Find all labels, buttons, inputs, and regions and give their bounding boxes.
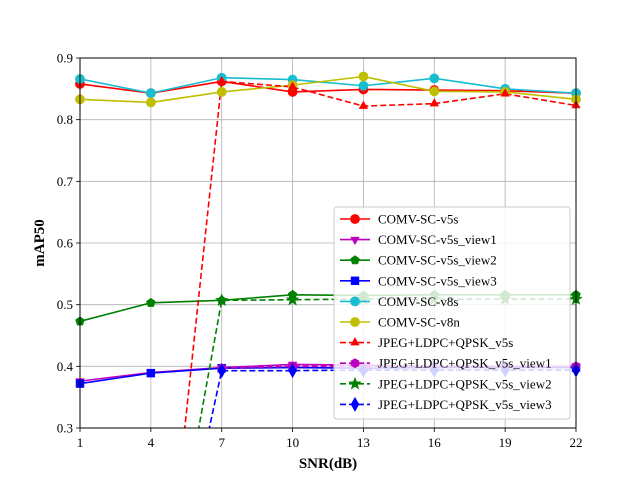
x-tick-label: 4 <box>148 435 155 450</box>
y-tick-label: 0.4 <box>57 359 74 374</box>
data-point-comv-sc-v8n <box>358 71 369 82</box>
y-axis-label: mAP50 <box>32 219 48 267</box>
legend-swatch-marker <box>350 337 360 346</box>
data-point-jpeg-ldpc-qpsk-v5s-view3 <box>217 363 226 379</box>
x-tick-label: 22 <box>570 435 583 450</box>
x-tick-label: 19 <box>499 435 512 450</box>
x-tick-label: 13 <box>357 435 370 450</box>
x-tick-label: 7 <box>218 435 225 450</box>
legend-swatch-marker <box>350 396 360 412</box>
data-point-comv-sc-v5s-view3 <box>146 368 156 378</box>
legend-swatch-marker <box>350 255 360 265</box>
data-point-comv-sc-v8s <box>145 88 156 99</box>
legend-swatch-marker <box>350 236 360 246</box>
data-point-jpeg-ldpc-qpsk-v5s <box>217 75 227 85</box>
legend-swatch-marker <box>350 214 360 224</box>
legend-swatch-marker <box>350 317 360 327</box>
legend-entry-label: COMV-SC-v5s_view3 <box>378 273 497 288</box>
legend-swatch-marker <box>350 296 360 307</box>
y-tick-label: 0.6 <box>57 236 74 251</box>
legend-box <box>333 206 571 420</box>
data-point-jpeg-ldpc-qpsk-v5s <box>429 98 439 107</box>
data-point-jpeg-ldpc-qpsk-v5s <box>500 88 510 97</box>
legend-entry-label: JPEG+LDPC+QPSK_v5s_view3 <box>378 397 552 412</box>
legend-entry-label: JPEG+LDPC+QPSK_v5s_view2 <box>378 376 552 391</box>
data-point-comv-sc-v8n <box>216 87 227 97</box>
legend-entry-label: COMV-SC-v8s <box>378 294 458 309</box>
legend-swatch-marker <box>350 276 360 286</box>
y-tick-label: 0.5 <box>57 297 73 312</box>
data-point-comv-sc-v8n <box>429 86 440 97</box>
series-line-jpeg-ldpc-qpsk-v5s-view1 <box>221 365 576 369</box>
legend-entry-label: COMV-SC-v5s_view2 <box>378 253 497 268</box>
data-point-jpeg-ldpc-qpsk-v5s-view2 <box>214 293 229 307</box>
legend-entry-label: COMV-SC-v5s <box>378 212 458 227</box>
data-point-comv-sc-v8s <box>429 73 440 84</box>
series-line-comv-sc-v8n <box>80 75 576 104</box>
legend-swatch-marker <box>350 358 360 369</box>
legend-entry-label: JPEG+LDPC+QPSK_v5s_view1 <box>378 356 552 371</box>
data-point-jpeg-ldpc-qpsk-v5s <box>287 81 298 90</box>
y-tick-label: 0.7 <box>57 174 74 189</box>
data-point-comv-sc-v8n <box>145 97 156 108</box>
data-point-jpeg-ldpc-qpsk-v5s-view3 <box>288 363 297 379</box>
data-point-comv-sc-v8s <box>358 80 369 91</box>
x-axis-ticks: 1 4 7 10 13 16 19 22 <box>77 428 583 450</box>
legend: COMV-SC-v5s COMV-SC-v5s_view1 COMV-SC-v5s_… <box>333 206 571 420</box>
legend-entry-label: COMV-SC-v5s_view1 <box>378 232 497 247</box>
x-axis-label: SNR(dB) <box>299 456 357 472</box>
legend-entry-label: COMV-SC-v8n <box>378 315 460 330</box>
y-tick-label: 0.8 <box>57 112 73 127</box>
data-point-comv-sc-v5s-view2 <box>146 297 156 307</box>
legend-entry-label: JPEG+LDPC+QPSK_v5s <box>378 335 513 350</box>
y-tick-label: 0.9 <box>57 51 73 66</box>
x-tick-label: 10 <box>286 435 299 450</box>
data-point-jpeg-ldpc-qpsk-v5s-view2 <box>285 292 300 306</box>
data-point-jpeg-ldpc-qpsk-v5s <box>358 100 369 109</box>
series-line-comv-sc-v8s <box>80 76 576 94</box>
y-tick-label: 0.3 <box>57 421 73 436</box>
x-tick-label: 16 <box>428 435 442 450</box>
x-tick-label: 1 <box>77 435 84 450</box>
y-axis-ticks: 0.3 0.4 0.5 0.6 0.7 0.8 0.9 <box>57 51 80 436</box>
legend-swatch-marker <box>348 376 362 390</box>
